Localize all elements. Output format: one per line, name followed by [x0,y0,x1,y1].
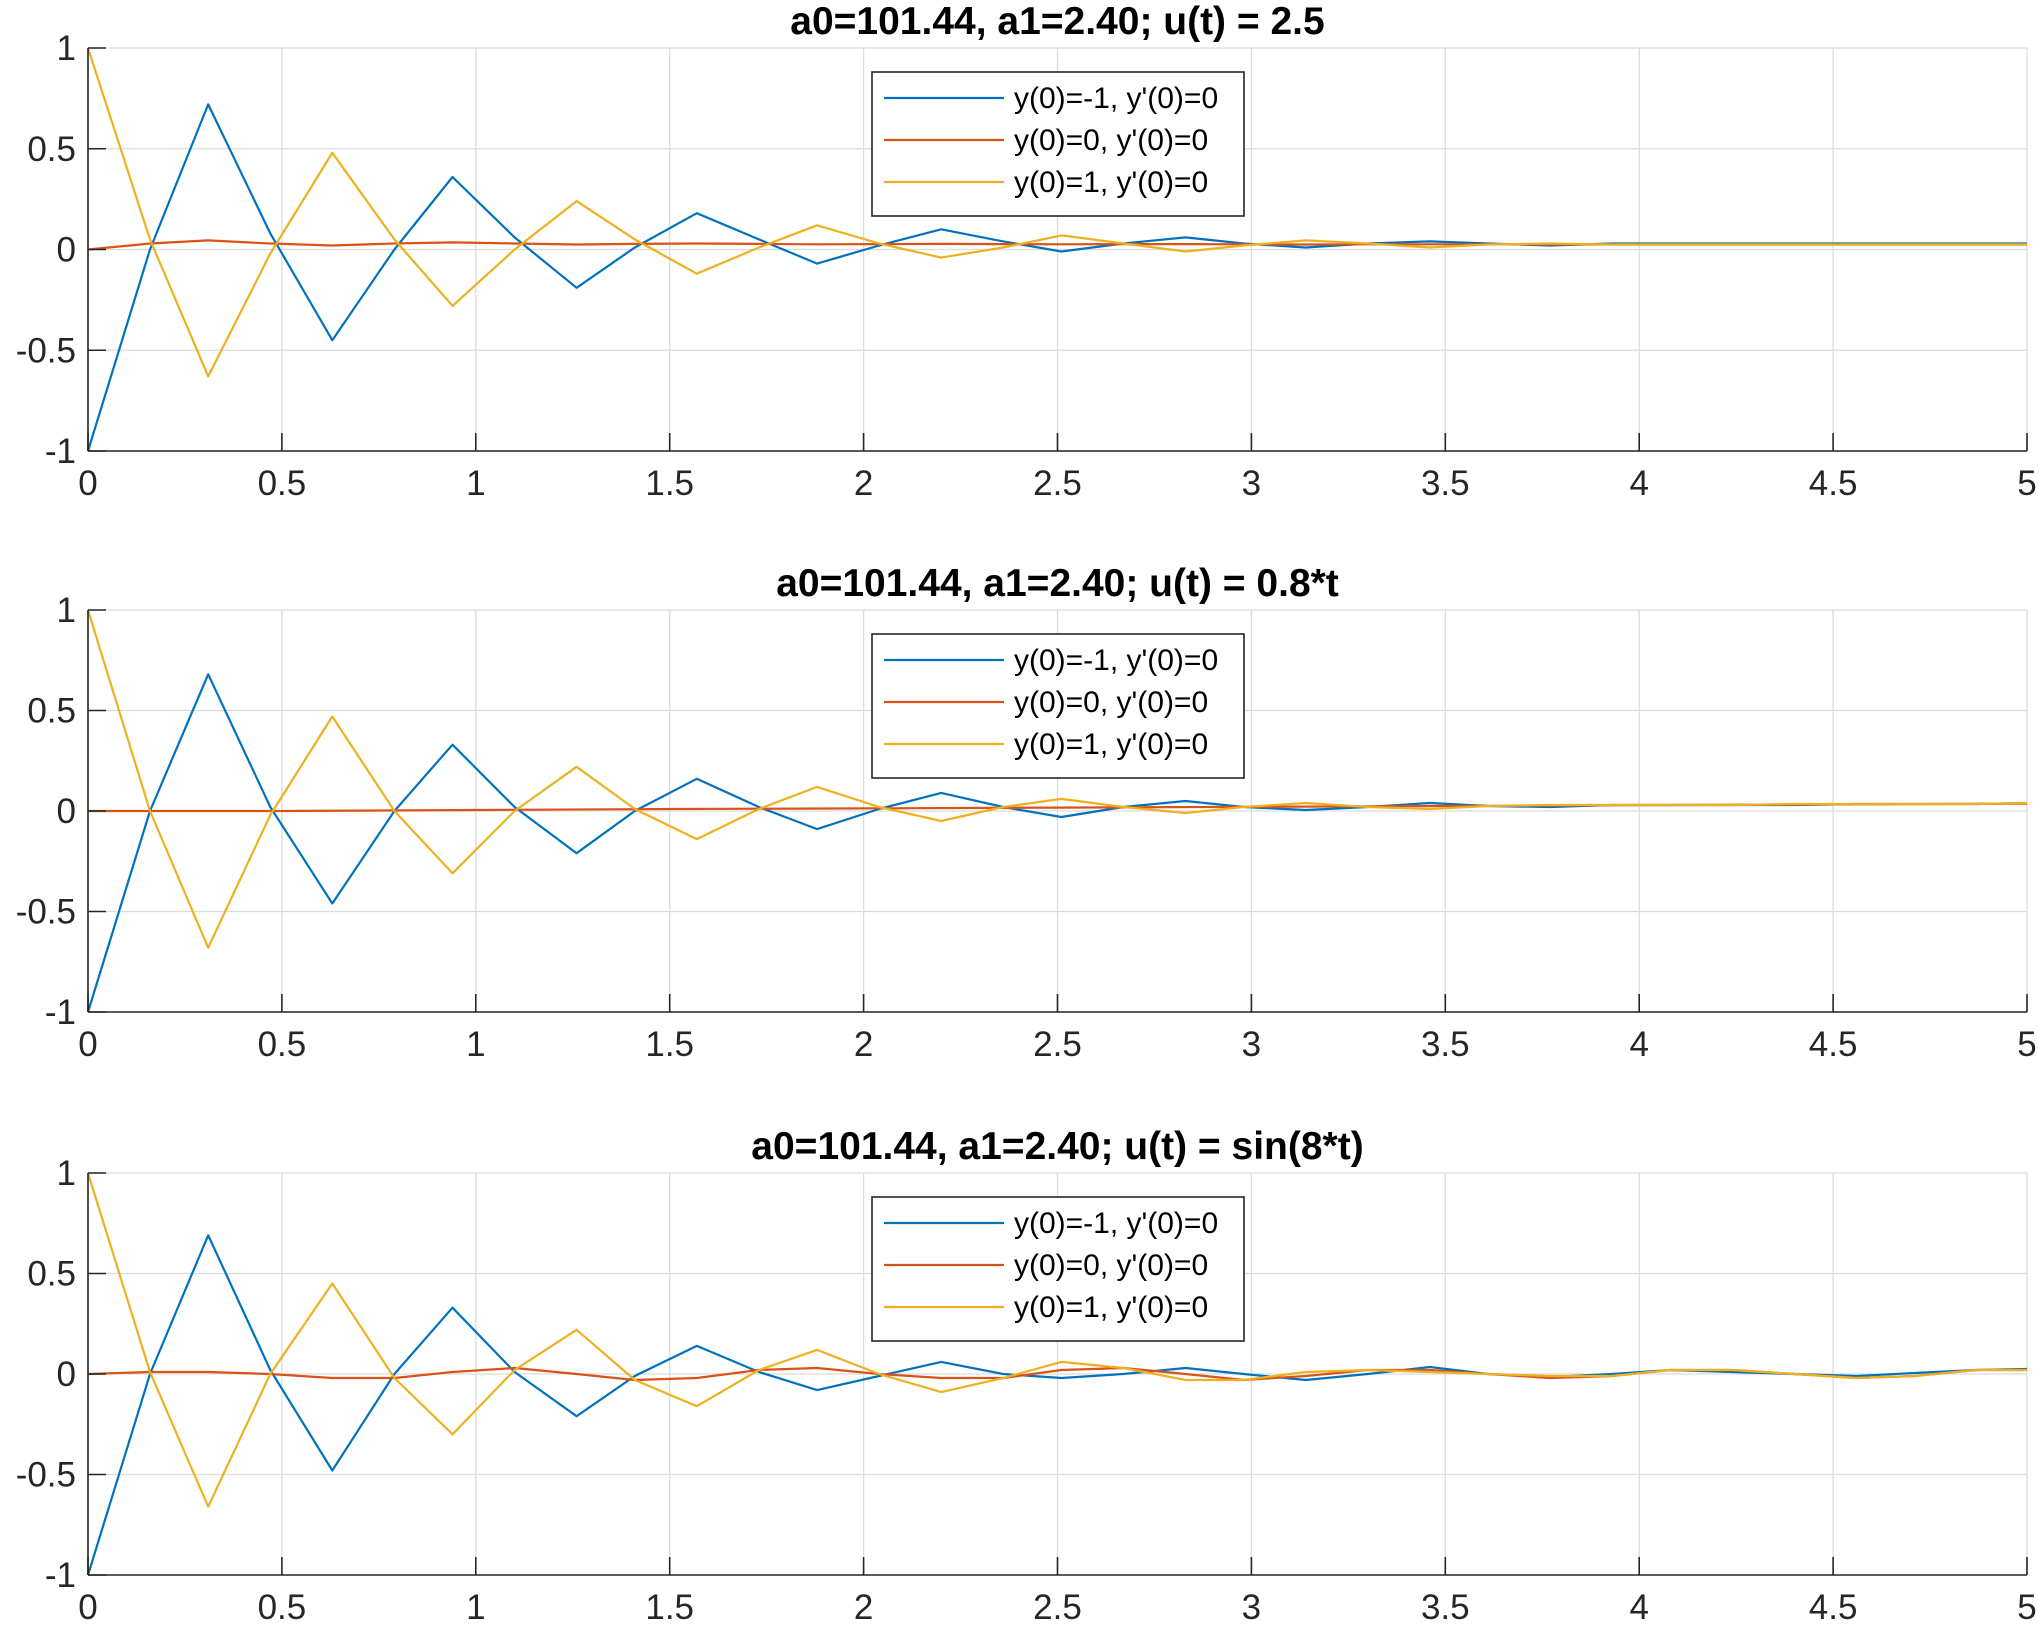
legend: y(0)=-1, y'(0)=0 y(0)=0, y'(0)=0 y(0)=1, y… [871,1196,1245,1342]
x-tick-label: 3 [1242,1588,1261,1627]
x-tick-label: 0.5 [258,464,307,503]
y-tick-label: 0.5 [27,1255,76,1294]
x-tick-label: 4.5 [1809,1025,1858,1064]
chart-title: a0=101.44, a1=2.40; u(t) = 2.5 [790,0,1324,43]
x-tick-label: 0.5 [258,1588,307,1627]
x-tick-label: 4 [1629,1588,1648,1627]
y-tick-label: -0.5 [16,893,76,932]
x-tick-label: 5 [2017,464,2036,503]
x-tick-label: 2 [854,1588,873,1627]
y-tick-label: 1 [57,29,76,68]
x-tick-label: 3 [1242,464,1261,503]
x-tick-label: 1 [466,1025,485,1064]
x-tick-label: 3.5 [1421,1588,1470,1627]
x-tick-label: 1.5 [645,1588,694,1627]
x-tick-label: 1 [466,464,485,503]
x-tick-label: 1.5 [645,1025,694,1064]
y-tick-label: 0.5 [27,130,76,169]
x-tick-label: 1.5 [645,464,694,503]
x-tick-label: 2 [854,464,873,503]
chart-title: a0=101.44, a1=2.40; u(t) = 0.8*t [776,562,1339,605]
series-group [86,1172,2028,1576]
x-tick-label: 0 [78,1588,97,1627]
x-tick-label: 3.5 [1421,1025,1470,1064]
legend-label: y(0)=0, y'(0)=0 [1014,124,1208,157]
x-tick-label: 4 [1629,464,1648,503]
x-tick-label: 2.5 [1033,464,1082,503]
y-tick-label: -1 [45,432,76,471]
legend-box [871,633,1245,779]
series-line-3 [86,47,2027,378]
chart-title: a0=101.44, a1=2.40; u(t) = sin(8*t) [751,1125,1363,1168]
x-tick-label: 0.5 [258,1025,307,1064]
y-tick-label: 0.5 [27,692,76,731]
x-tick-label: 2.5 [1033,1588,1082,1627]
legend: y(0)=-1, y'(0)=0 y(0)=0, y'(0)=0 y(0)=1, y… [871,71,1245,217]
legend-label: y(0)=-1, y'(0)=0 [1014,644,1218,677]
legend-box [871,1196,1245,1342]
y-tick-label: 0 [57,1355,76,1394]
y-tick-label: -0.5 [16,1456,76,1495]
x-tick-label: 2.5 [1033,1025,1082,1064]
x-tick-label: 4 [1629,1025,1648,1064]
subplot-2: 0 0.5 1 1.5 2 2.5 3 3.5 4 4.5 5 -1 -0.5 0 0.5 1 a0=101.4… [16,562,2037,1064]
y-tick-label: 1 [57,591,76,630]
x-tick-label: 4.5 [1809,1588,1858,1627]
legend-label: y(0)=1, y'(0)=0 [1014,166,1208,199]
x-tick-label: 0 [78,464,97,503]
y-tick-label: -0.5 [16,331,76,370]
y-tick-label: 0 [57,231,76,270]
series-group [86,47,2027,452]
legend-box [871,71,1245,217]
subplot-3: 0 0.5 1 1.5 2 2.5 3 3.5 4 4.5 5 -1 -0.5 0 0.5 1 a0=101.4… [16,1125,2037,1627]
x-tick-label: 3.5 [1421,464,1470,503]
x-tick-label: 3 [1242,1025,1261,1064]
legend-label: y(0)=-1, y'(0)=0 [1014,82,1218,115]
legend-label: y(0)=0, y'(0)=0 [1014,1249,1208,1282]
y-tick-label: 1 [57,1154,76,1193]
x-tick-label: 0 [78,1025,97,1064]
x-tick-label: 2 [854,1025,873,1064]
x-tick-label: 4.5 [1809,464,1858,503]
series-group [86,609,2028,1013]
series-line-3 [86,609,2028,949]
y-tick-label: 0 [57,792,76,831]
legend: y(0)=-1, y'(0)=0 y(0)=0, y'(0)=0 y(0)=1, y… [871,633,1245,779]
series-line-3 [86,1172,2027,1508]
legend-label: y(0)=-1, y'(0)=0 [1014,1207,1218,1240]
x-tick-label: 1 [466,1588,485,1627]
legend-label: y(0)=1, y'(0)=0 [1014,728,1208,761]
legend-label: y(0)=1, y'(0)=0 [1014,1291,1208,1324]
legend-label: y(0)=0, y'(0)=0 [1014,686,1208,719]
x-tick-label: 5 [2017,1588,2036,1627]
x-tick-label: 5 [2017,1025,2036,1064]
subplot-1: 0 0.5 1 1.5 2 2.5 3 3.5 4 4.5 5 -1 -0.5 0 0.5 1 a0=101.4… [16,0,2037,503]
y-tick-label: -1 [45,993,76,1032]
y-tick-label: -1 [45,1556,76,1595]
series-line-1 [86,1234,2028,1576]
